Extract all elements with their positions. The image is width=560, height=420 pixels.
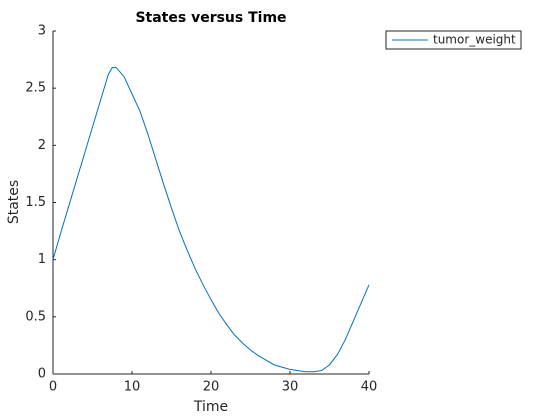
x-tick-label: 30 (282, 380, 299, 395)
legend-label: tumor_weight (433, 33, 516, 47)
y-tick-label: 3 (38, 24, 46, 39)
legend-box (385, 30, 522, 50)
y-axis-label: States (6, 180, 22, 224)
y-tick-label: 1 (38, 252, 46, 267)
x-tick-label: 0 (49, 380, 57, 395)
chart-title: States versus Time (135, 10, 286, 26)
y-tick-label: 2.5 (25, 81, 46, 96)
y-tick-label: 1.5 (25, 195, 46, 210)
y-tick-label: 0.5 (25, 309, 46, 324)
x-tick-label: 40 (361, 380, 378, 395)
y-tick-label: 0 (38, 367, 46, 382)
x-tick-label: 10 (124, 380, 141, 395)
y-tick-label: 2 (38, 138, 46, 153)
data-line (52, 67, 370, 373)
x-axis-label: Time (193, 399, 228, 415)
x-tick-label: 20 (203, 380, 220, 395)
